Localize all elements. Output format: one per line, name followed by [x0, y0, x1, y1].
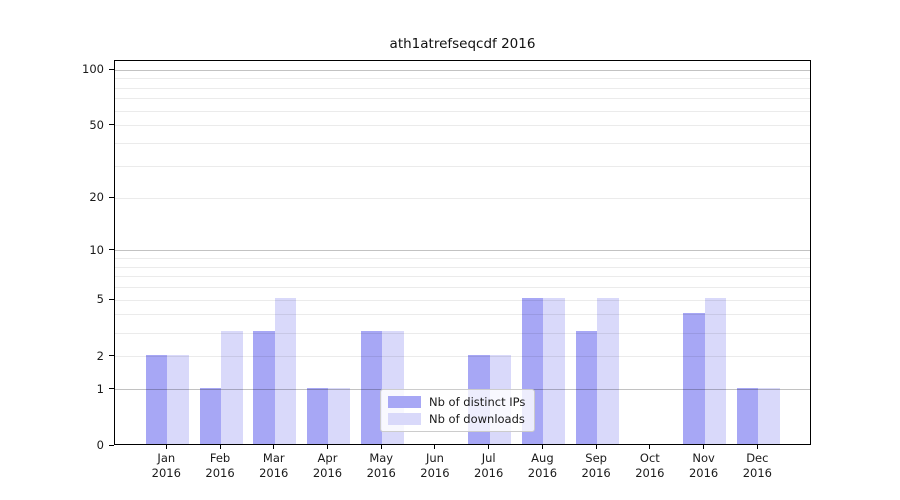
- gridline-minor-8: [115, 266, 810, 268]
- gridline-minor-70: [115, 98, 810, 100]
- x-tick-label-aug: Aug 2016: [527, 451, 558, 480]
- x-tick-label-sep: Sep 2016: [581, 451, 611, 480]
- gridline-major-100: [115, 69, 810, 71]
- x-tick-label-may: May 2016: [366, 451, 396, 480]
- legend-entry-downloads: Nb of downloads: [388, 412, 525, 426]
- chart-title: ath1atrefseqcdf 2016: [389, 36, 536, 52]
- y-tick-label-5: 5: [96, 292, 104, 307]
- y-tick-label-100: 100: [82, 62, 104, 77]
- bar-downloads-apr: [328, 387, 350, 444]
- y-tick-mark-100: [109, 68, 114, 70]
- bar-downloads-sep: [597, 298, 619, 444]
- x-tick-mark-nov: [703, 445, 705, 449]
- bar-distinct-ips-jan: [145, 354, 168, 444]
- bar-downloads-nov: [704, 298, 727, 444]
- bar-distinct-ips-apr: [306, 387, 329, 444]
- bar-downloads-jan: [167, 354, 189, 444]
- y-tick-mark-20: [109, 196, 114, 198]
- plot-area: [114, 60, 811, 445]
- legend-swatch-distinct-ips: [388, 396, 421, 408]
- bar-downloads-mar: [274, 298, 297, 444]
- x-tick-mark-oct: [649, 445, 651, 449]
- legend-label-distinct-ips: Nb of distinct IPs: [429, 395, 526, 409]
- legend-swatch-downloads: [388, 413, 421, 425]
- x-tick-mark-feb: [219, 445, 221, 449]
- gridline-minor-60: [115, 110, 810, 112]
- bar-downloads-aug: [543, 298, 565, 444]
- bar-distinct-ips-dec: [736, 387, 759, 444]
- gridline-minor-30: [115, 165, 810, 167]
- y-tick-mark-1: [109, 388, 114, 390]
- gridline-major-10: [115, 250, 810, 252]
- gridline-minor-9: [115, 257, 810, 259]
- y-tick-mark-50: [109, 124, 114, 126]
- x-tick-label-jan: Jan 2016: [151, 451, 181, 480]
- y-tick-mark-5: [109, 298, 114, 300]
- y-tick-mark-2: [109, 355, 114, 357]
- y-tick-mark-10: [109, 249, 114, 251]
- x-tick-label-apr: Apr 2016: [312, 451, 343, 480]
- y-tick-label-20: 20: [89, 190, 104, 205]
- gridline-minor-40: [115, 143, 810, 145]
- x-tick-mark-jan: [165, 445, 167, 449]
- y-tick-label-50: 50: [89, 117, 104, 132]
- gridline-minor-90: [115, 78, 810, 80]
- bar-downloads-dec: [758, 387, 780, 444]
- y-tick-label-0: 0: [96, 438, 104, 452]
- legend: Nb of distinct IPs Nb of downloads: [380, 389, 536, 432]
- bar-distinct-ips-mar: [253, 331, 275, 444]
- bar-downloads-feb: [221, 331, 243, 444]
- gridline-minor-6: [115, 287, 810, 289]
- x-tick-mark-may: [380, 445, 382, 449]
- y-tick-label-2: 2: [96, 348, 104, 363]
- x-tick-mark-sep: [595, 445, 597, 449]
- legend-entry-distinct-ips: Nb of distinct IPs: [388, 395, 525, 409]
- gridline-minor-80: [115, 87, 810, 89]
- x-tick-mark-jun: [434, 445, 436, 449]
- x-tick-label-mar: Mar 2016: [259, 451, 289, 480]
- x-tick-label-feb: Feb 2016: [205, 451, 235, 480]
- y-tick-mark-0: [109, 444, 114, 446]
- x-tick-mark-mar: [273, 445, 275, 449]
- bar-distinct-ips-may: [360, 331, 383, 444]
- y-tick-label-1: 1: [96, 381, 104, 396]
- bar-distinct-ips-sep: [575, 331, 598, 444]
- y-tick-label-10: 10: [89, 242, 104, 257]
- x-tick-label-oct: Oct 2016: [635, 451, 665, 480]
- bar-distinct-ips-feb: [199, 387, 222, 444]
- legend-label-downloads: Nb of downloads: [429, 412, 525, 426]
- gridline-minor-7: [115, 276, 810, 278]
- x-tick-mark-jul: [488, 445, 490, 449]
- x-tick-mark-aug: [541, 445, 543, 449]
- bar-distinct-ips-nov: [683, 312, 705, 444]
- gridline-minor-20: [115, 197, 810, 199]
- x-tick-label-jun: Jun 2016: [420, 451, 450, 480]
- x-tick-label-nov: Nov 2016: [688, 451, 719, 480]
- x-tick-mark-apr: [326, 445, 328, 449]
- x-tick-label-jul: Jul 2016: [474, 451, 504, 480]
- x-tick-label-dec: Dec 2016: [742, 451, 772, 480]
- x-tick-mark-dec: [756, 445, 758, 449]
- gridline-minor-50: [115, 125, 810, 127]
